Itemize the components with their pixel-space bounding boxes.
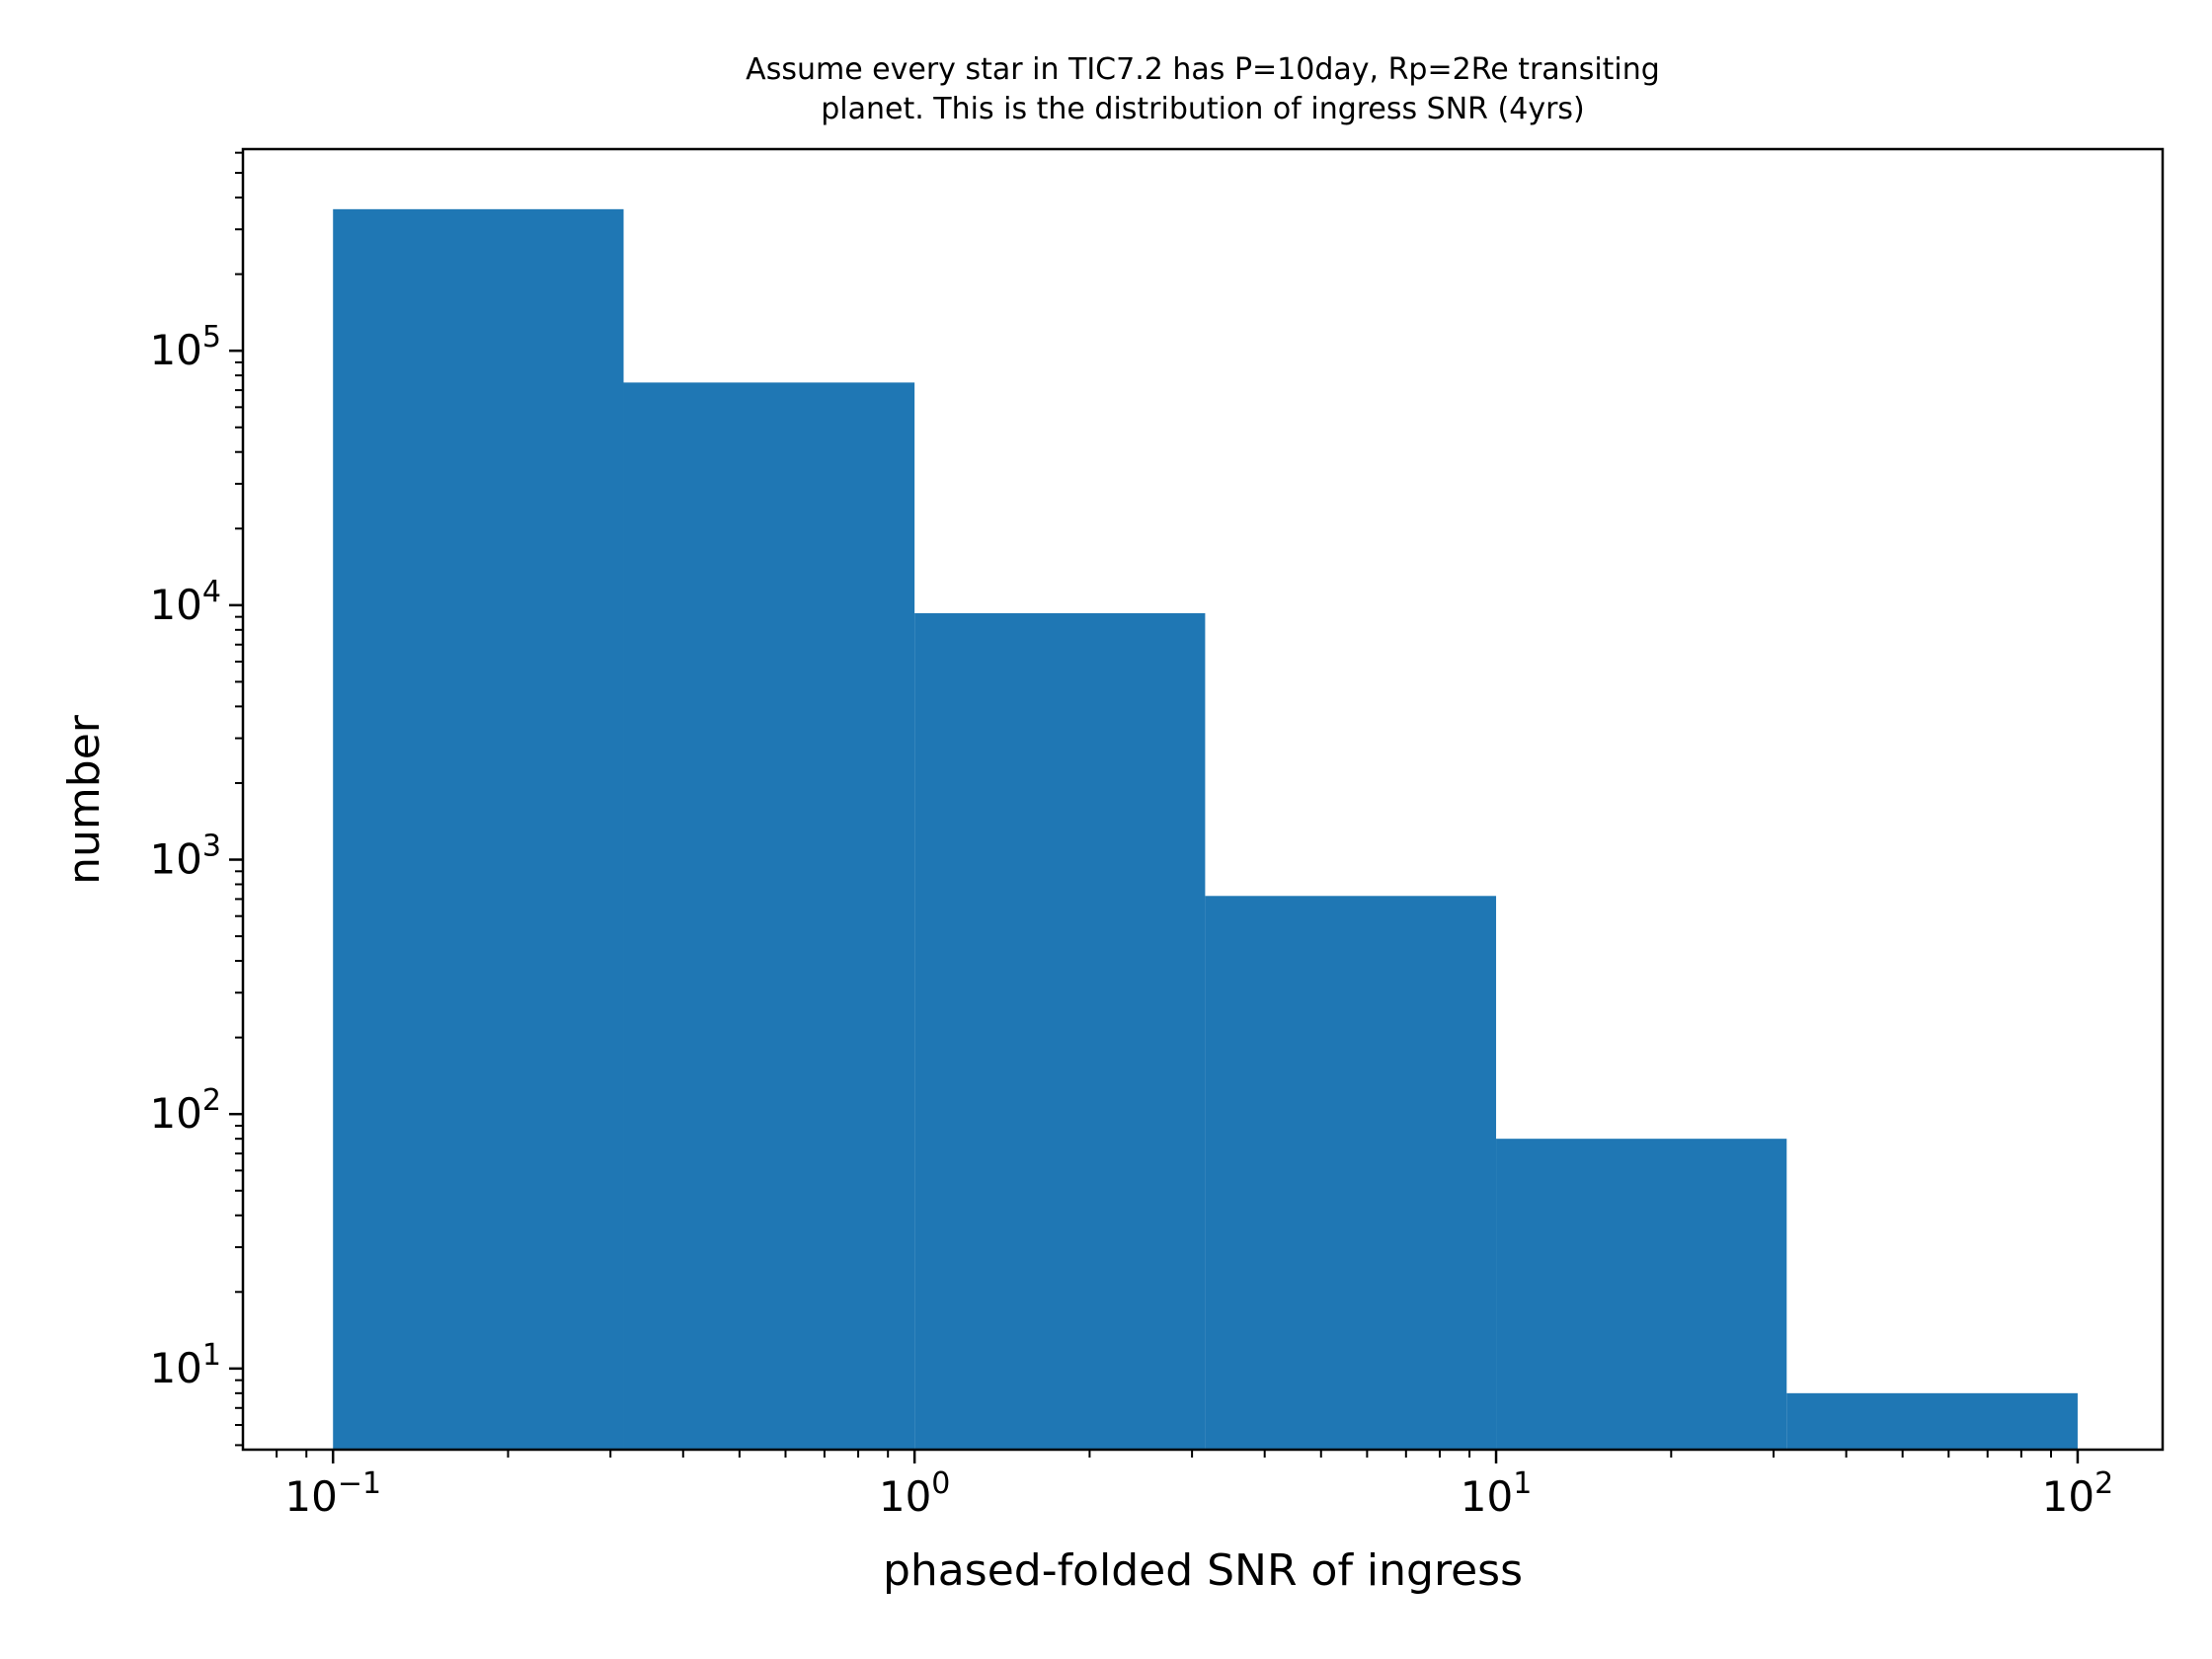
y-tick-label: 105 [149,320,221,374]
y-tick-label: 103 [149,830,221,884]
y-tick-label: 102 [149,1083,221,1138]
y-axis-label: number [59,714,110,885]
histogram-bar-6 [1786,1392,2078,1450]
histogram-bar-1 [333,208,624,1451]
plot-frame [241,147,2165,1452]
x-axis-ticks: 10−1 100 101 102 [284,1450,2113,1521]
y-tick-label: 101 [149,1338,221,1392]
x-tick-label: 102 [2042,1466,2114,1521]
histogram-bars [333,208,2078,1451]
x-tick-label: 10−1 [284,1466,381,1521]
x-axis-label: phased-folded SNR of ingress [883,1545,1523,1596]
x-tick-label: 101 [1461,1466,1533,1521]
histogram-bar-2 [623,382,915,1450]
histogram-bar-3 [914,612,1206,1450]
y-tick-label: 104 [149,575,221,629]
x-minor-ticks [276,1450,2052,1458]
chart-title-line-1: Assume every star in TIC7.2 has P=10day,… [746,52,1660,87]
y-minor-ticks [235,151,243,1447]
x-tick-label: 100 [879,1466,951,1521]
histogram-bar-4 [1205,896,1497,1450]
y-axis-ticks: 101 102 103 104 105 [149,320,243,1392]
histogram-bar-5 [1496,1139,1787,1450]
chart-title-line-2: planet. This is the distribution of ingr… [821,92,1585,126]
